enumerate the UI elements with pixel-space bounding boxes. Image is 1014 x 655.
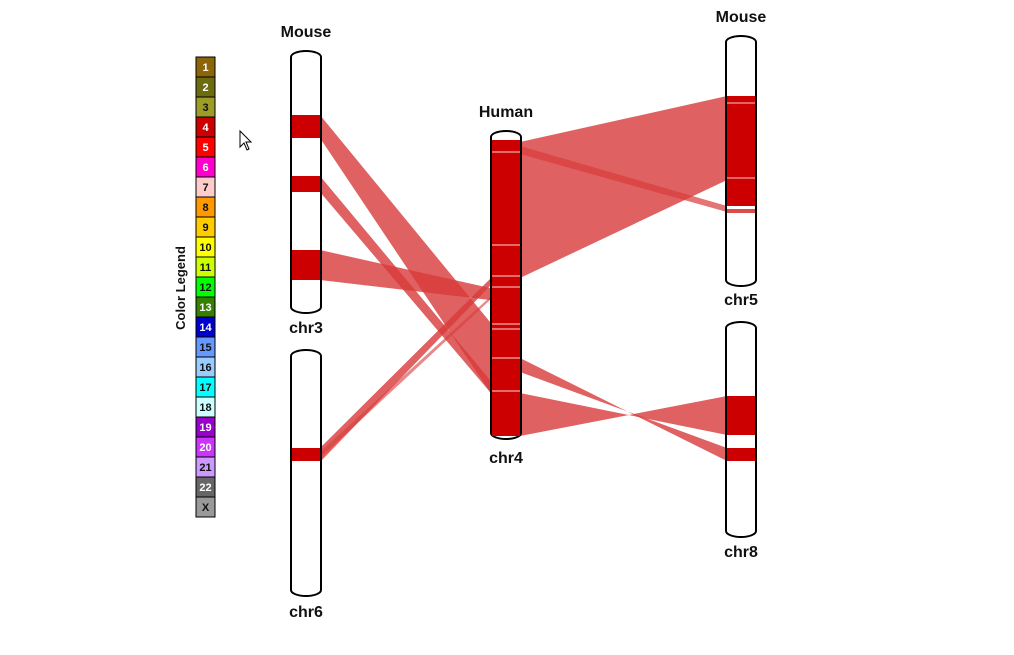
chromosome-chr8[interactable]: chr8 bbox=[724, 321, 758, 561]
legend-item-6: 6 bbox=[195, 156, 216, 178]
chromosome-chr5[interactable]: Mouse chr5 bbox=[716, 9, 767, 309]
legend-item-9: 9 bbox=[195, 216, 216, 238]
synteny-block bbox=[727, 396, 755, 435]
legend-item-12: 12 bbox=[195, 276, 216, 298]
ribbon-chr6-chr4-b bbox=[320, 297, 490, 458]
legend-label: 9 bbox=[202, 222, 208, 234]
ribbon-chr4-chr5-a bbox=[520, 96, 727, 278]
legend-label: 11 bbox=[200, 262, 212, 274]
ribbon-chr3-chr4-c bbox=[320, 250, 490, 300]
legend-item-8: 8 bbox=[195, 196, 216, 218]
legend-label: 5 bbox=[202, 142, 208, 154]
legend-label: 17 bbox=[199, 382, 211, 394]
synteny-block bbox=[292, 448, 320, 461]
species-label-mouse: Mouse bbox=[281, 24, 332, 41]
legend-item-13: 13 bbox=[195, 296, 216, 318]
legend-label: 4 bbox=[202, 122, 209, 134]
legend-label: 16 bbox=[199, 362, 211, 374]
legend-item-2: 2 bbox=[195, 76, 216, 98]
chromosome-chr6[interactable]: chr6 bbox=[289, 349, 323, 621]
legend-label: 3 bbox=[202, 102, 208, 114]
synteny-block bbox=[292, 115, 320, 138]
legend-label: 8 bbox=[202, 202, 208, 214]
legend-label: 21 bbox=[199, 462, 211, 474]
legend-item-11: 11 bbox=[195, 256, 216, 278]
ribbon-chr6-chr4-a bbox=[320, 279, 490, 462]
chromosome-body bbox=[290, 349, 322, 597]
chromosome-label: chr5 bbox=[724, 292, 758, 309]
legend-label: 19 bbox=[199, 422, 211, 434]
ribbon-chr4-chr5-b bbox=[520, 146, 727, 212]
chromosome-chr4[interactable]: Human chr4 bbox=[479, 104, 533, 467]
synteny-block bbox=[292, 250, 320, 280]
legend-item-7: 7 bbox=[195, 176, 216, 198]
species-label-mouse: Mouse bbox=[716, 9, 767, 26]
legend-item-20: 20 bbox=[195, 436, 216, 458]
legend-item-15: 15 bbox=[195, 336, 216, 358]
legend-label: 10 bbox=[199, 242, 211, 254]
legend-item-3: 3 bbox=[195, 96, 216, 118]
species-label-human: Human bbox=[479, 104, 533, 121]
ribbon-chr4-chr8-a bbox=[520, 393, 727, 436]
chromosome-label: chr8 bbox=[724, 544, 758, 561]
chromosome-chr3[interactable]: Mouse chr3 bbox=[281, 24, 332, 337]
legend-item-21: 21 bbox=[195, 456, 216, 478]
legend-label: 1 bbox=[202, 62, 208, 74]
synteny-block bbox=[727, 448, 755, 461]
legend-label: X bbox=[202, 502, 210, 514]
legend-label: 2 bbox=[202, 82, 208, 94]
synteny-block bbox=[492, 140, 520, 436]
legend-item-5: 5 bbox=[195, 136, 216, 158]
legend-item-19: 19 bbox=[195, 416, 216, 438]
legend-label: 15 bbox=[199, 342, 211, 354]
legend-item-4: 4 bbox=[195, 116, 216, 138]
legend-title: Color Legend bbox=[173, 246, 188, 330]
color-legend: Color Legend 123456789101112131415161718… bbox=[173, 56, 216, 518]
legend-label: 14 bbox=[199, 322, 212, 334]
legend-item-10: 10 bbox=[195, 236, 216, 258]
legend-item-22: 22 bbox=[195, 476, 216, 498]
synteny-block bbox=[727, 209, 755, 213]
legend-label: 6 bbox=[202, 162, 208, 174]
legend-item-X: X bbox=[195, 496, 216, 518]
legend-item-16: 16 bbox=[195, 356, 216, 378]
pointer-cursor-icon bbox=[239, 129, 253, 151]
synteny-block bbox=[727, 96, 755, 206]
ribbon-chr4-chr8-b bbox=[520, 358, 727, 461]
legend-item-14: 14 bbox=[195, 316, 216, 338]
legend-label: 18 bbox=[199, 402, 211, 414]
legend-label: 13 bbox=[199, 302, 211, 314]
legend-label: 20 bbox=[199, 442, 211, 454]
legend-item-1: 1 bbox=[195, 56, 216, 78]
chromosome-label: chr6 bbox=[289, 604, 323, 621]
chromosome-label: chr4 bbox=[489, 450, 523, 467]
legend-label: 22 bbox=[199, 482, 211, 494]
legend-item-17: 17 bbox=[195, 376, 216, 398]
block-separators bbox=[492, 151, 520, 392]
legend-swatch bbox=[195, 496, 216, 518]
legend-label: 7 bbox=[202, 182, 208, 194]
synteny-block bbox=[292, 176, 320, 192]
chromosome-label: chr3 bbox=[289, 320, 323, 337]
legend-item-18: 18 bbox=[195, 396, 216, 418]
legend-label: 12 bbox=[199, 282, 211, 294]
synteny-ribbons bbox=[320, 96, 727, 462]
